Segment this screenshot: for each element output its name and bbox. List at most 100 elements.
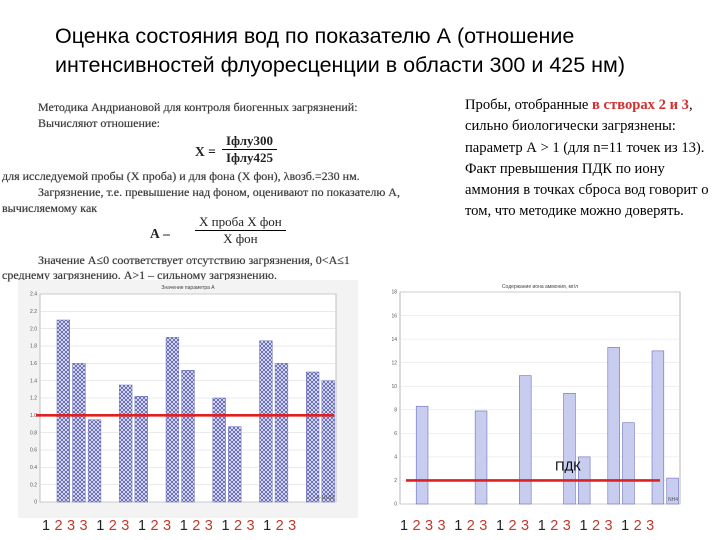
x-tick-label: 2 bbox=[550, 518, 559, 534]
method-line-1: Методика Андриановой для контроля биоген… bbox=[38, 100, 358, 114]
conclusion-text: Пробы, отобранные в створах 2 и 3, сильн… bbox=[465, 95, 715, 223]
x-tick-label: 3 bbox=[121, 518, 130, 534]
chart1-bar bbox=[321, 380, 335, 503]
x-tick-label: 2 bbox=[233, 518, 243, 534]
method-line-5: вычисляемому как bbox=[2, 201, 98, 215]
x-tick-label: 3 bbox=[646, 518, 655, 534]
chart2-y-tick: 0 bbox=[394, 502, 397, 508]
conclusion-pre: Пробы, отобранные bbox=[465, 97, 589, 113]
formula-a-lhs: А – bbox=[150, 226, 170, 241]
x-tick-label: 2 bbox=[150, 518, 159, 534]
method-line-4: Загрязнение, т.е. превышение над фоном, … bbox=[38, 185, 400, 199]
x-tick-label: 2 bbox=[412, 518, 421, 534]
x-tick-label: 3 bbox=[162, 518, 172, 534]
chart2-y-tick: 4 bbox=[394, 455, 397, 461]
chart2-bar bbox=[415, 405, 429, 505]
x-tick-label: 2 bbox=[275, 518, 284, 534]
x-tick-label: 1 bbox=[621, 518, 630, 534]
method-description-scan: Методика Андриановой для контроля биоген… bbox=[0, 96, 460, 282]
formula-x-fraction: Iфлу300 Iфлу425 bbox=[222, 133, 278, 166]
x-tick-label: 3 bbox=[425, 518, 434, 534]
chart1-bar bbox=[259, 340, 273, 503]
x-tick-label: 3 bbox=[437, 518, 446, 534]
chart2-bar bbox=[474, 410, 488, 505]
x-tick-label: 1 bbox=[495, 518, 505, 534]
x-tick-label: 2 bbox=[633, 518, 642, 534]
chart2-y-tick: 8 bbox=[394, 407, 397, 413]
x-tick-label: 2 bbox=[508, 518, 517, 534]
method-line-7: среднему загрязнению. А>1 – сильному заг… bbox=[2, 268, 277, 282]
chart2-title: Содержание иона аммония, мг/л bbox=[502, 284, 578, 290]
formula-x-lhs: X = bbox=[195, 144, 216, 159]
chart1-y-tick: 2.4 bbox=[30, 292, 37, 298]
chart1-bar bbox=[119, 384, 133, 503]
x-tick-label: 3 bbox=[79, 518, 88, 534]
x-tick-label: 3 bbox=[288, 518, 297, 534]
chart2-plot-area bbox=[399, 291, 681, 505]
chart2-bar bbox=[519, 375, 532, 505]
formula-a-denominator: X фон bbox=[223, 231, 258, 246]
chart2-y-tick: 2 bbox=[394, 478, 397, 484]
chart1-y-tick: 2.0 bbox=[30, 326, 37, 332]
x-tick-label: 2 bbox=[466, 518, 475, 534]
chart2-y-tick: 6 bbox=[394, 431, 397, 437]
chart2-bar bbox=[607, 347, 620, 505]
x-tick-label: 2 bbox=[108, 518, 117, 534]
chart1-y-tick: 0.2 bbox=[30, 482, 37, 488]
x-tick-label: 1 bbox=[263, 518, 272, 534]
chart1-bar bbox=[87, 419, 102, 503]
chart-parameter-a: Значение параметра А 0 0.2 0.4 0.6 0.8 1.0 1.2 1… bbox=[18, 280, 358, 518]
chart1-y-tick: 0.8 bbox=[30, 430, 37, 436]
slide-title: Оценка состояния вод по показателю А (от… bbox=[55, 24, 625, 77]
chart1-bar bbox=[56, 319, 71, 503]
x-tick-label: 1 bbox=[96, 518, 105, 534]
chart2-y-tick: 14 bbox=[391, 337, 397, 343]
chart1-bar bbox=[228, 426, 242, 503]
formula-x-denominator: Iфлу425 bbox=[226, 150, 274, 165]
formula-x-numerator: Iфлу300 bbox=[222, 133, 278, 150]
x-tick-label: 3 bbox=[246, 518, 255, 534]
method-line-3: для исследуемой пробы (X проба) и для фо… bbox=[2, 169, 360, 183]
chart2-bar bbox=[563, 392, 576, 505]
x-tick-label: 3 bbox=[520, 518, 530, 534]
chart1-bar bbox=[305, 371, 320, 503]
chart2-y-tick: 10 bbox=[391, 384, 397, 390]
chart1-y-tick: 0.6 bbox=[30, 448, 37, 454]
formula-a-fraction: X проба X фон X фон bbox=[195, 214, 286, 247]
x-tick-label: 2 bbox=[591, 518, 601, 534]
x-tick-label: 1 bbox=[400, 518, 409, 534]
method-line-2: Вычисляют отношение: bbox=[38, 116, 160, 130]
x-tick-label: 1 bbox=[179, 518, 188, 534]
chart2-legend: NH4 bbox=[668, 497, 678, 503]
chart1-y-tick: 1.2 bbox=[30, 396, 37, 402]
chart2-x-labels: 1 2 3 3 1 2 3 1 2 3 1 2 3 1 2 3 1 2 3 bbox=[400, 518, 654, 534]
chart1-y-tick: 0 bbox=[34, 500, 37, 506]
chart1-y-tick: 1.8 bbox=[30, 344, 37, 350]
x-tick-label: 1 bbox=[42, 518, 51, 534]
chart1-y-tick: 1.6 bbox=[30, 361, 37, 367]
x-tick-label: 3 bbox=[562, 518, 571, 534]
x-tick-label: 3 bbox=[204, 518, 213, 534]
formula-a-numerator: X проба X фон bbox=[195, 214, 286, 231]
chart2-bar bbox=[622, 422, 635, 505]
chart1-y-tick: 2.2 bbox=[30, 309, 37, 315]
chart1-legend: А-10-03 bbox=[316, 495, 334, 501]
conclusion-post: , сильно биологически загрязнены: параме… bbox=[465, 97, 709, 220]
x-tick-label: 2 bbox=[192, 518, 201, 534]
x-tick-label: 3 bbox=[67, 518, 76, 534]
x-tick-label: 1 bbox=[579, 518, 588, 534]
chart1-bar bbox=[134, 396, 148, 503]
chart1-bar bbox=[181, 370, 195, 503]
chart1-bar bbox=[212, 397, 226, 503]
chart2-y-tick: 16 bbox=[391, 313, 397, 319]
chart2-y-tick: 12 bbox=[391, 360, 397, 366]
chart1-x-labels: 1 2 3 3 1 2 3 1 2 3 1 2 3 1 2 3 1 2 3 bbox=[42, 518, 296, 534]
x-tick-label: 1 bbox=[537, 518, 546, 534]
chart1-title: Значение параметра А bbox=[161, 285, 215, 291]
chart2-y-tick: 18 bbox=[391, 290, 397, 296]
method-line-6: Значение А≤0 соответствует отсутствию за… bbox=[38, 253, 350, 267]
chart1-y-tick: 1.0 bbox=[30, 413, 37, 419]
chart2-threshold-label: ПДК bbox=[555, 458, 581, 473]
x-tick-label: 2 bbox=[54, 518, 63, 534]
chart1-bar bbox=[165, 337, 180, 503]
